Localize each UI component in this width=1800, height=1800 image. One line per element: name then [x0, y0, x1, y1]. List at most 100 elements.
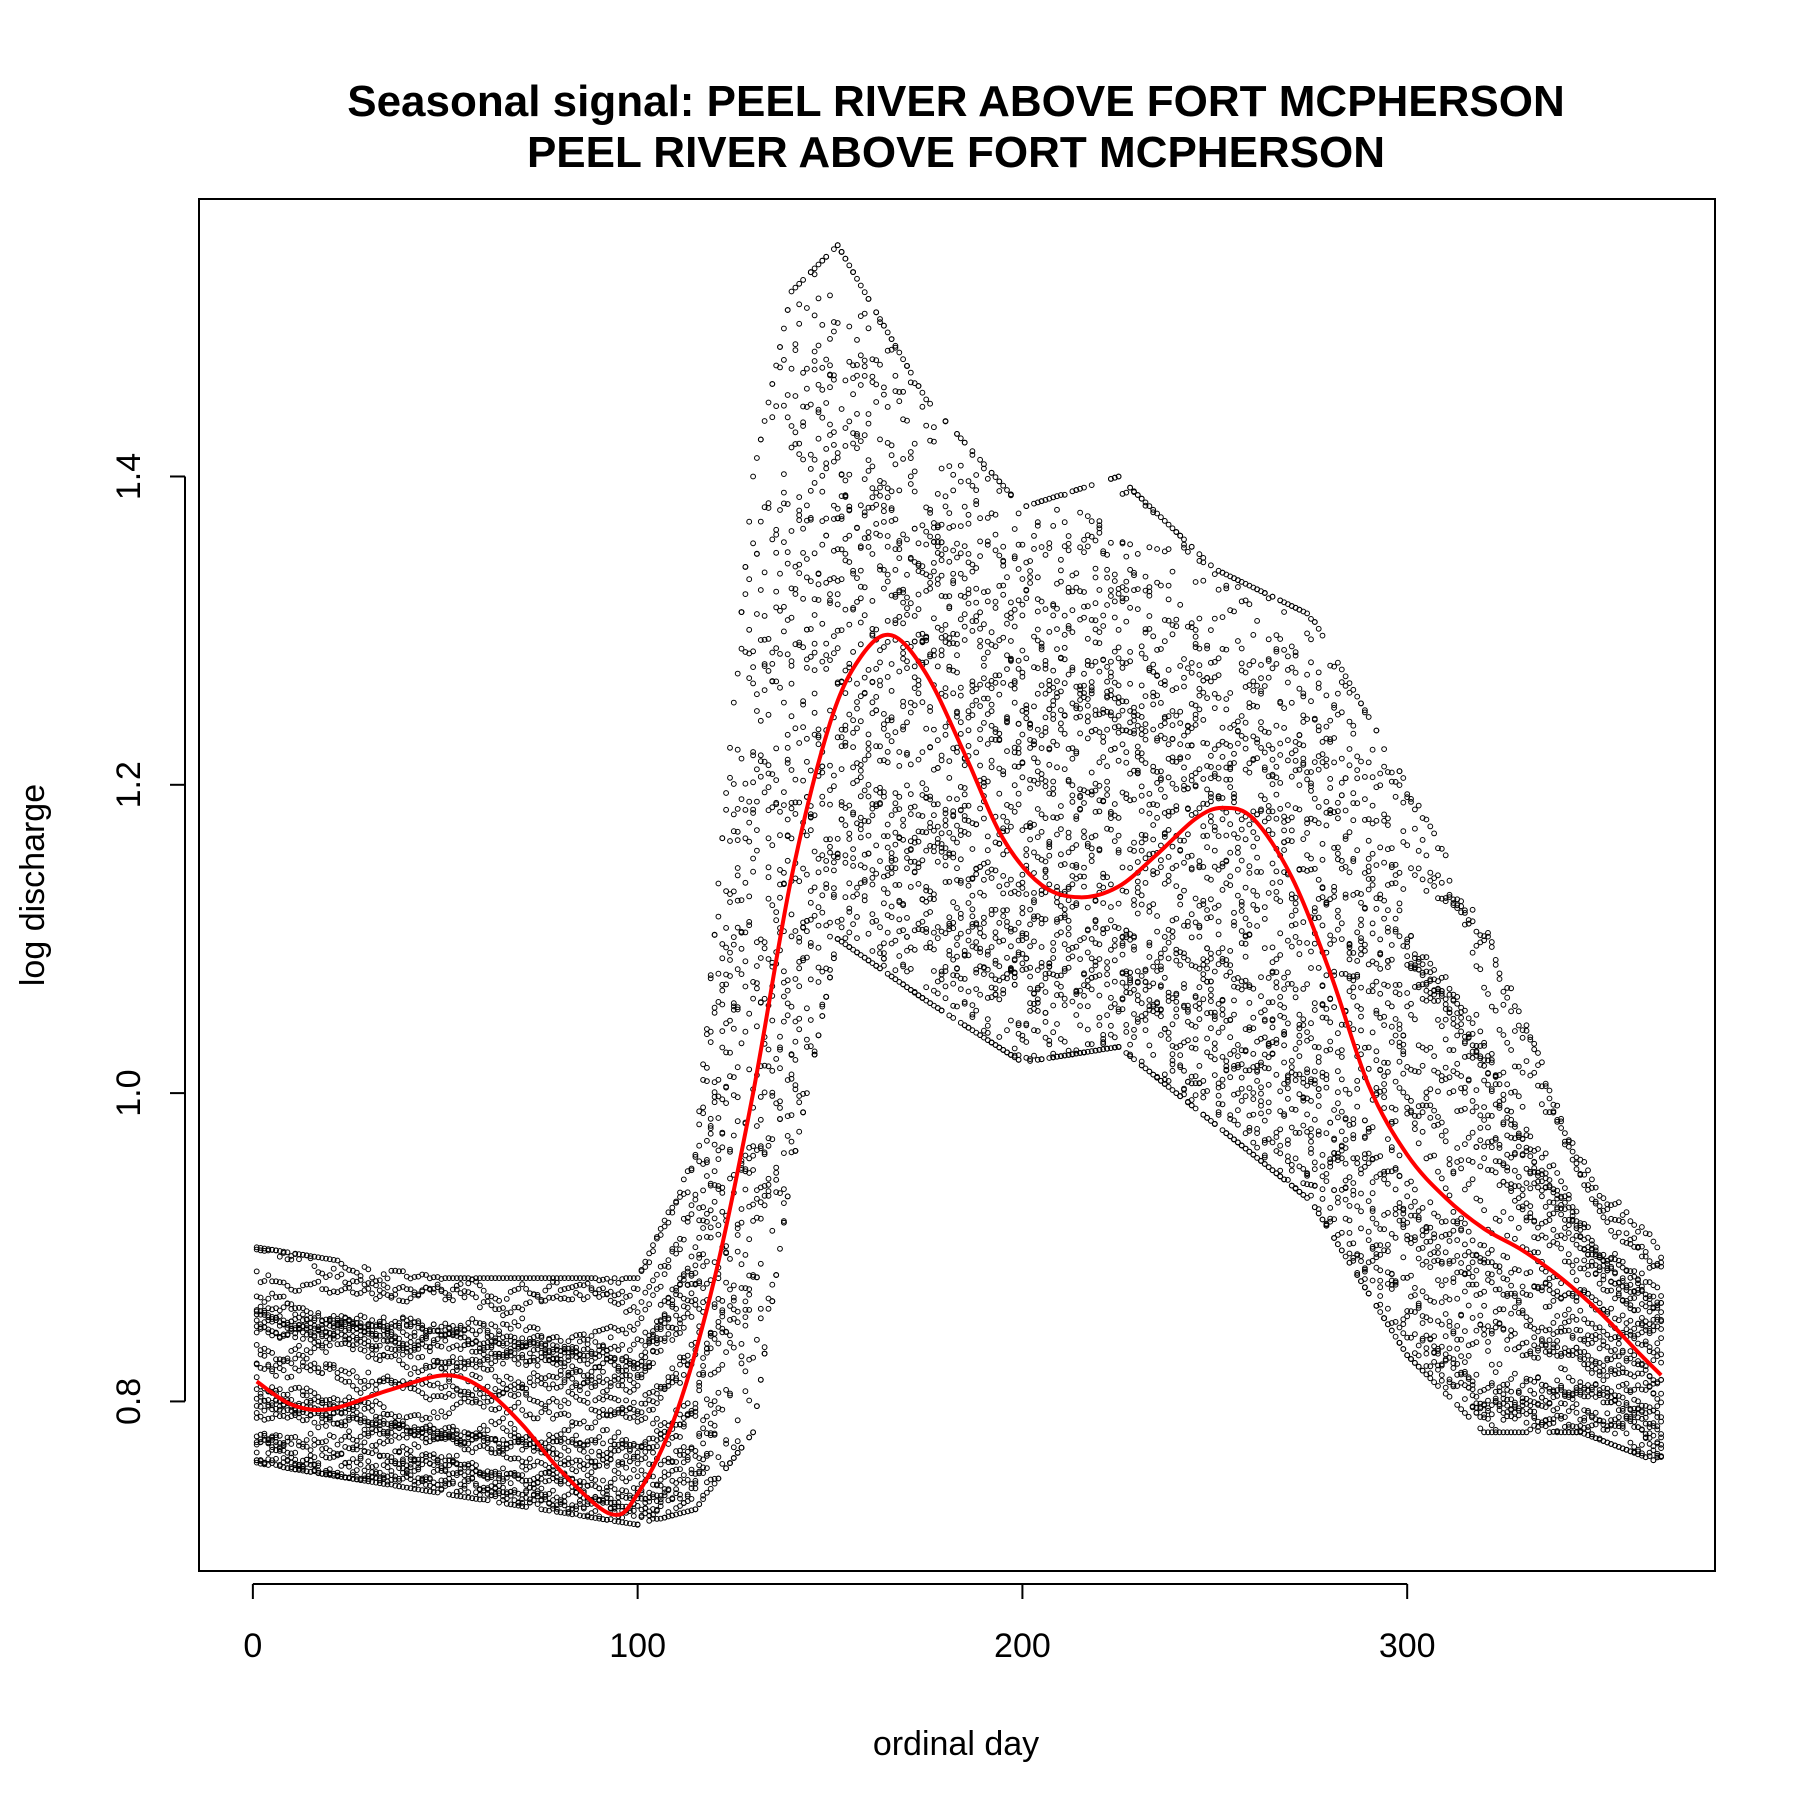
data-point: [1215, 1029, 1222, 1036]
data-point: [1077, 588, 1083, 595]
data-point: [1111, 648, 1118, 655]
data-point: [750, 1167, 756, 1173]
data-point: [946, 952, 953, 958]
data-point: [1496, 976, 1503, 982]
data-point: [984, 541, 991, 548]
data-point: [1527, 1292, 1534, 1299]
data-point: [300, 1464, 306, 1470]
data-point: [1427, 869, 1434, 876]
data-point: [707, 975, 714, 982]
data-point: [754, 1195, 760, 1202]
data-point: [665, 1382, 672, 1389]
data-point: [1169, 1067, 1176, 1074]
data-point: [569, 1284, 576, 1290]
data-point: [1154, 510, 1160, 517]
data-point: [1211, 863, 1218, 870]
data-point: [1412, 825, 1418, 832]
data-point: [1504, 985, 1511, 991]
data-point: [1373, 1264, 1380, 1271]
data-point: [1300, 1180, 1307, 1187]
data-point: [511, 1489, 518, 1496]
data-point: [1435, 1366, 1441, 1373]
data-point: [1458, 1215, 1464, 1222]
data-point: [1642, 1454, 1649, 1461]
data-point: [850, 946, 856, 953]
data-point: [796, 280, 803, 287]
data-point: [869, 356, 876, 363]
data-point: [1273, 1036, 1280, 1043]
data-point: [1165, 1084, 1172, 1090]
data-point: [1034, 1028, 1041, 1034]
data-point: [630, 1414, 637, 1420]
data-point: [800, 403, 806, 410]
data-point: [1654, 1452, 1661, 1459]
data-point: [1435, 1362, 1441, 1369]
data-point: [773, 1176, 780, 1183]
data-point: [1446, 1192, 1453, 1199]
data-point: [511, 1404, 518, 1410]
data-point: [977, 515, 983, 522]
data-point: [877, 965, 883, 972]
data-point: [307, 1281, 314, 1288]
data-point: [465, 1476, 472, 1482]
data-point: [1658, 1453, 1664, 1459]
data-point: [904, 947, 910, 954]
data-point: [1092, 809, 1099, 815]
data-point: [419, 1287, 426, 1294]
data-point: [1396, 1324, 1403, 1331]
data-point: [557, 1499, 564, 1505]
data-point: [561, 1286, 568, 1292]
data-point: [1235, 892, 1241, 899]
data-point: [1238, 978, 1245, 985]
data-point: [1015, 541, 1022, 548]
data-point: [1431, 1359, 1437, 1365]
data-point: [1335, 1194, 1341, 1201]
data-point: [1619, 1347, 1626, 1354]
data-point: [1415, 1140, 1422, 1147]
data-point: [473, 1398, 479, 1405]
data-point: [450, 1297, 456, 1304]
data-point: [276, 1253, 283, 1260]
data-point: [469, 1495, 476, 1502]
data-point: [530, 1485, 537, 1491]
data-point: [957, 910, 964, 917]
data-point: [315, 1269, 322, 1275]
data-point: [411, 1412, 418, 1419]
data-point: [319, 1397, 326, 1404]
data-point: [811, 731, 818, 738]
data-point: [292, 1460, 299, 1467]
data-point: [765, 505, 772, 511]
data-point: [577, 1501, 583, 1507]
data-point: [1208, 986, 1214, 993]
data-point: [538, 1506, 545, 1513]
data-point: [1261, 1161, 1268, 1167]
data-point: [950, 487, 957, 494]
data-point: [346, 1280, 353, 1287]
data-point: [1077, 786, 1083, 793]
data-point: [1388, 769, 1395, 776]
data-point: [1369, 1205, 1376, 1212]
data-point: [427, 1285, 433, 1292]
data-point: [784, 1077, 791, 1083]
data-point: [1254, 1155, 1260, 1161]
data-point: [488, 1406, 495, 1412]
data-point: [253, 1459, 260, 1466]
data-point: [461, 1294, 468, 1301]
data-point: [1231, 976, 1237, 983]
data-point: [538, 1297, 545, 1303]
data-point: [265, 1456, 272, 1463]
data-point: [1061, 631, 1068, 638]
data-point: [650, 1491, 656, 1498]
data-point: [746, 576, 753, 583]
data-point: [634, 1309, 641, 1315]
data-point: [1165, 546, 1172, 552]
data-point: [1454, 1402, 1461, 1408]
data-point: [565, 1296, 572, 1303]
data-point: [788, 365, 795, 372]
data-point: [1084, 1003, 1091, 1010]
data-point: [1562, 1400, 1568, 1407]
data-point: [1042, 1019, 1049, 1025]
data-point: [557, 1411, 564, 1417]
data-point: [561, 1510, 568, 1516]
data-point: [796, 1128, 803, 1135]
